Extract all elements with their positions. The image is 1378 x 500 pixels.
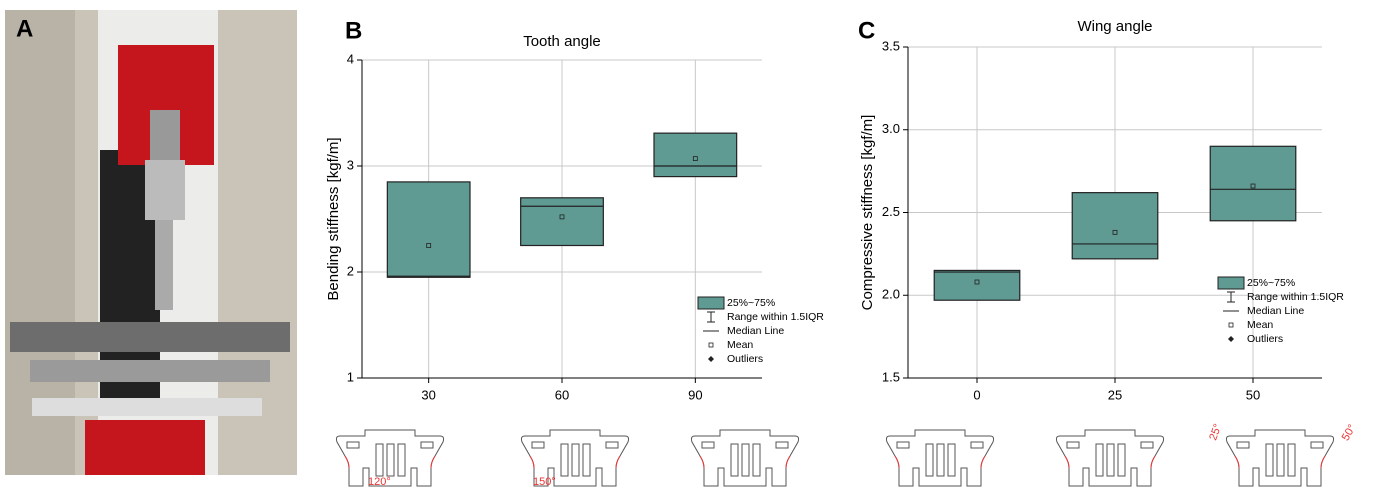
legend-symbol xyxy=(707,312,715,322)
y-tick-label: 3 xyxy=(347,157,354,172)
legend-label: Outliers xyxy=(1247,333,1283,345)
legend-symbol xyxy=(1227,292,1235,302)
y-axis-label: Compressive stiffness [kgf/m] xyxy=(859,115,876,311)
box xyxy=(521,198,604,246)
legend-label: Mean xyxy=(727,339,753,351)
legend-label: 25%~75% xyxy=(727,297,775,309)
chart-title: Tooth angle xyxy=(523,33,601,50)
legend-symbol xyxy=(708,356,714,362)
legend-label: Median Line xyxy=(727,325,784,337)
diagrams xyxy=(336,430,1333,486)
panel-label: B xyxy=(345,17,362,44)
y-tick-label: 2.0 xyxy=(882,287,900,302)
legend-label: Median Line xyxy=(1247,305,1304,317)
legend-swatch xyxy=(1218,277,1244,289)
box xyxy=(934,270,1020,300)
angle-annotation: 25° xyxy=(1207,422,1224,442)
legend-label: Range within 1.5IQR xyxy=(1247,291,1344,303)
photo: A xyxy=(5,10,297,475)
y-tick-label: 3.5 xyxy=(882,38,900,53)
x-tick-label: 0 xyxy=(973,387,980,402)
y-axis-label: Bending stiffness [kgf/m] xyxy=(325,137,342,300)
legend-label: 25%~75% xyxy=(1247,277,1295,289)
panel-label: C xyxy=(858,17,875,44)
legend-swatch xyxy=(698,297,724,309)
x-tick-label: 90 xyxy=(688,387,702,402)
angle-annotation: 150° xyxy=(533,476,556,488)
legend-label: Outliers xyxy=(727,353,763,365)
x-tick-label: 50 xyxy=(1246,387,1260,402)
y-tick-label: 4 xyxy=(347,51,354,66)
legend-label: Mean xyxy=(1247,319,1273,331)
legend-symbol xyxy=(1229,323,1233,327)
y-tick-label: 3.0 xyxy=(882,121,900,136)
figure: A B Tooth angle Bending stiffness [kgf/m] 1… xyxy=(0,0,1378,500)
legend-symbol xyxy=(1228,336,1234,342)
box xyxy=(387,182,470,277)
angle-annotation: 120° xyxy=(368,476,391,488)
x-tick-label: 30 xyxy=(421,387,435,402)
x-tick-label: 60 xyxy=(555,387,569,402)
y-tick-label: 2 xyxy=(347,263,354,278)
legend-symbol xyxy=(709,343,713,347)
angle-annotation: 50° xyxy=(1340,423,1359,443)
box xyxy=(1072,193,1158,259)
box xyxy=(654,133,737,176)
box xyxy=(1210,146,1296,220)
panel-label: A xyxy=(16,15,33,42)
legend-label: Range within 1.5IQR xyxy=(727,311,824,323)
chart-title: Wing angle xyxy=(1077,18,1152,35)
y-tick-label: 1 xyxy=(347,369,354,384)
y-tick-label: 1.5 xyxy=(882,369,900,384)
x-tick-label: 25 xyxy=(1108,387,1122,402)
y-tick-label: 2.5 xyxy=(882,204,900,219)
